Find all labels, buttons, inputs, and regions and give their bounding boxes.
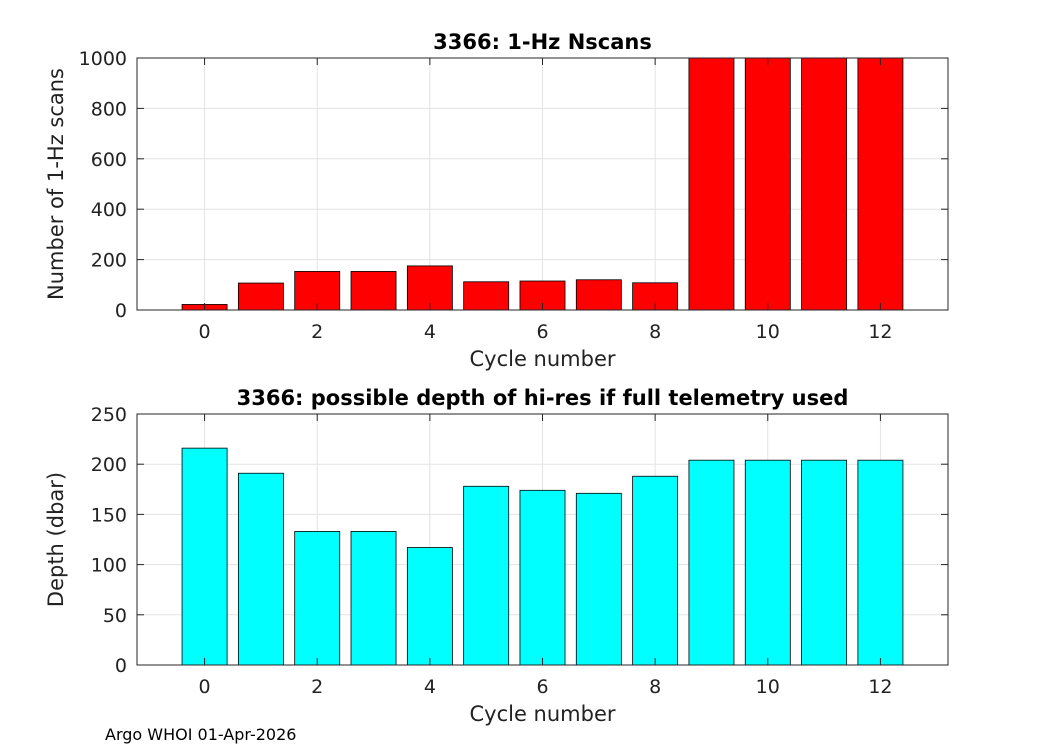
y-tick-label: 50 (103, 605, 127, 627)
bar (350, 531, 397, 666)
chart-title: 3366: possible depth of hi-res if full t… (237, 386, 849, 410)
bar (688, 57, 735, 311)
y-tick-label: 100 (91, 555, 127, 577)
bar (575, 492, 622, 666)
y-tick-label: 600 (91, 149, 127, 171)
bar (237, 282, 284, 311)
y-tick-label: 200 (91, 250, 127, 272)
x-tick-label: 2 (311, 321, 323, 343)
y-tick-label: 150 (91, 504, 127, 526)
bar (350, 271, 397, 311)
x-tick-label: 0 (199, 676, 211, 698)
bar (744, 57, 791, 311)
bar (406, 547, 453, 666)
bar (857, 459, 904, 666)
bar (632, 475, 679, 666)
x-axis-label: Cycle number (469, 702, 615, 726)
x-tick-label: 12 (868, 321, 892, 343)
y-axis-label: Depth (dbar) (44, 472, 68, 607)
bar (181, 447, 228, 666)
x-tick-label: 10 (756, 321, 780, 343)
bar (857, 57, 904, 311)
bar (463, 485, 510, 666)
x-tick-label: 0 (199, 321, 211, 343)
x-tick-label: 8 (649, 676, 661, 698)
chart-panel-0: 0 2 4 6 8 10 12 0 200 400 600 800 1000 3366: 1-Hz Nsc… (44, 30, 949, 371)
x-tick-label: 2 (311, 676, 323, 698)
x-tick-label: 6 (536, 321, 548, 343)
bar (294, 531, 341, 666)
y-axis-label: Number of 1-Hz scans (44, 68, 68, 300)
bar (237, 472, 284, 666)
y-tick-label: 0 (115, 300, 127, 322)
x-tick-label: 4 (424, 676, 436, 698)
chart-panel-1: 0 2 4 6 8 10 12 0 50 100 150 200 250 3366: possible d… (44, 386, 949, 726)
y-tick-label: 800 (91, 98, 127, 120)
y-tick-label: 1000 (79, 48, 127, 70)
x-axis-label: Cycle number (469, 347, 615, 371)
x-tick-label: 12 (868, 676, 892, 698)
bar (688, 459, 735, 666)
y-tick-label: 200 (91, 454, 127, 476)
bar (519, 489, 566, 666)
x-tick-label: 6 (536, 676, 548, 698)
bar (463, 281, 510, 311)
bar (575, 279, 622, 311)
y-tick-label: 400 (91, 199, 127, 221)
y-tick-label: 0 (115, 655, 127, 677)
x-tick-label: 8 (649, 321, 661, 343)
x-tick-label: 4 (424, 321, 436, 343)
footer-credit: Argo WHOI 01-Apr-2026 (105, 725, 297, 744)
y-tick-label: 250 (91, 404, 127, 426)
chart-title: 3366: 1-Hz Nscans (433, 30, 652, 54)
x-tick-label: 10 (756, 676, 780, 698)
bar (801, 57, 848, 311)
bar (744, 459, 791, 666)
bar (801, 459, 848, 666)
